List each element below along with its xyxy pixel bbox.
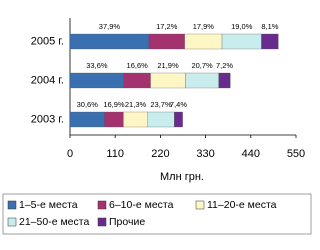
legend-label: 11–20-е места: [207, 199, 277, 211]
value-label: 17,2%: [156, 22, 178, 31]
x-tick-label: 330: [196, 148, 214, 160]
legend-swatch: [97, 217, 107, 227]
value-label: 16,9%: [103, 100, 125, 109]
bar-segment: [261, 33, 279, 50]
x-tick-label: 440: [242, 148, 260, 160]
legend-swatch: [97, 200, 107, 210]
bar-segment: [184, 33, 223, 50]
x-tick-label: 550: [287, 148, 305, 160]
bar-segment: [218, 72, 231, 89]
legend-swatch: [7, 200, 17, 210]
bar-segment: [123, 111, 148, 128]
value-label: 17,9%: [193, 22, 215, 31]
legend-label: 21–50-е места: [19, 216, 89, 228]
y-tick-label: 2004 г.: [31, 74, 64, 86]
y-tick-label: 2003 г.: [31, 113, 64, 125]
x-axis-label: Млн грн.: [160, 171, 204, 183]
x-tick-label: 110: [106, 148, 124, 160]
legend-swatch: [195, 200, 205, 210]
value-label: 16,6%: [127, 61, 149, 70]
value-label: 37,9%: [99, 22, 121, 31]
bar-segment: [147, 111, 175, 128]
bar-segment: [69, 111, 105, 128]
value-label: 19,0%: [231, 22, 253, 31]
bar-segment: [69, 33, 150, 50]
bar-segment: [123, 72, 151, 89]
legend-swatch: [7, 217, 17, 227]
bar-segment: [104, 111, 124, 128]
value-label: 20,7%: [191, 61, 213, 70]
value-label: 8,1%: [261, 22, 278, 31]
legend-label: Прочие: [109, 216, 145, 228]
value-label: 7,4%: [170, 100, 187, 109]
y-tick-label: 2005 г.: [31, 35, 64, 47]
value-label: 33,6%: [86, 61, 108, 70]
bar-segment: [185, 72, 219, 89]
bar-segment: [69, 72, 124, 89]
x-tick-label: 0: [67, 148, 73, 160]
value-label: 23,7%: [150, 100, 172, 109]
value-label: 21,3%: [125, 100, 147, 109]
x-tick-label: 220: [151, 148, 169, 160]
bar-segment: [174, 111, 183, 128]
value-label: 30,6%: [77, 100, 99, 109]
value-label: 21,9%: [157, 61, 179, 70]
bar-segment: [148, 33, 185, 50]
bar-segment: [150, 72, 186, 89]
legend-label: 1–5-е места: [19, 199, 78, 211]
legend-label: 6–10-е места: [109, 199, 174, 211]
legend-frame: [2, 193, 312, 235]
value-label: 7,2%: [216, 61, 233, 70]
bar-segment: [221, 33, 262, 50]
